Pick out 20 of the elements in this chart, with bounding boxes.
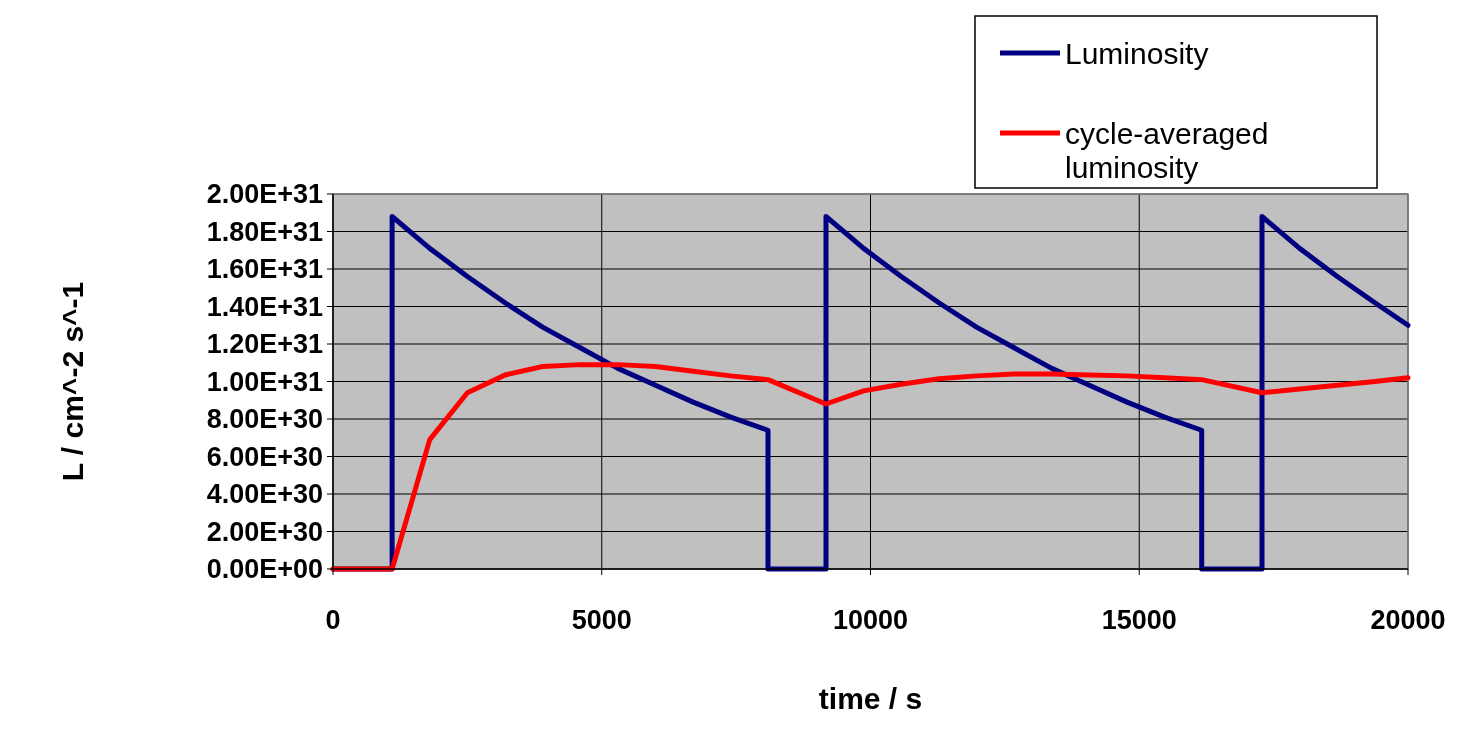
- y-tick-label: 0.00E+00: [206, 554, 323, 585]
- x-tick-label: 20000: [1370, 605, 1446, 635]
- x-tick-label: 0: [325, 605, 341, 635]
- y-tick-label: 1.80E+31: [206, 216, 323, 247]
- y-tick-label: 8.00E+30: [206, 404, 323, 435]
- legend-label: Luminosity: [1065, 36, 1209, 70]
- y-axis-title: L / cm^-2 s^-1: [56, 281, 89, 482]
- y-tick-label: 4.00E+30: [206, 479, 323, 510]
- y-tick-label: 1.20E+31: [206, 329, 323, 360]
- y-tick-label: 2.00E+31: [206, 179, 323, 210]
- y-tick-label: 1.00E+31: [206, 366, 323, 397]
- y-tick-label: 1.60E+31: [206, 254, 323, 285]
- x-tick-label: 10000: [832, 605, 909, 635]
- legend-label: cycle-averaged luminosity: [1065, 116, 1269, 184]
- y-tick-label: 1.40E+31: [206, 291, 323, 322]
- x-axis-title: time / s: [818, 682, 923, 715]
- y-tick-label: 2.00E+30: [206, 516, 323, 547]
- y-tick-label: 6.00E+30: [206, 441, 323, 472]
- x-tick-label: 15000: [1101, 605, 1177, 635]
- x-tick-label: 5000: [571, 605, 632, 635]
